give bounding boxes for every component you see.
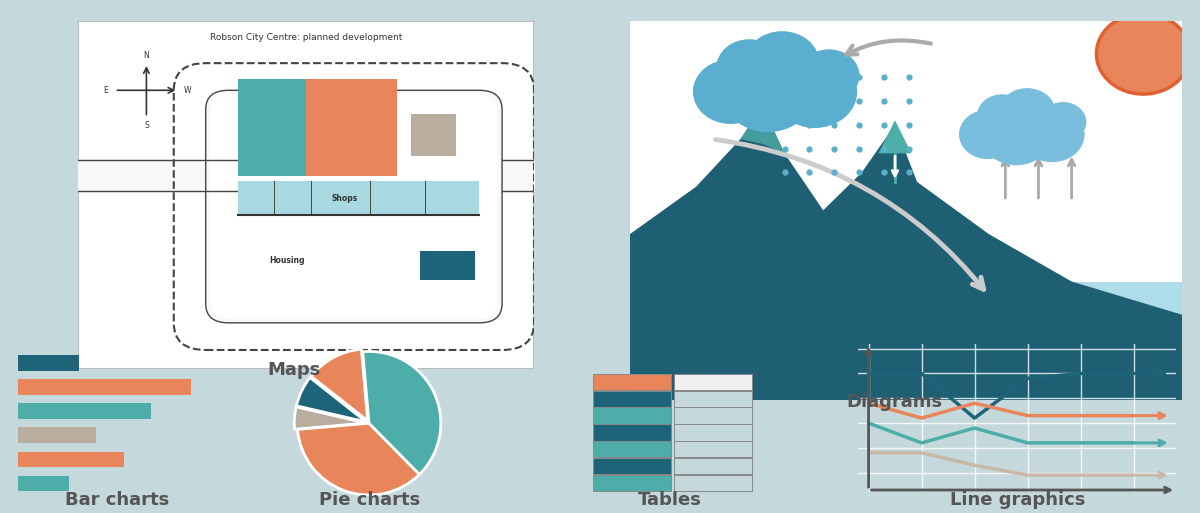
Bar [18, 403, 151, 419]
Wedge shape [362, 351, 440, 475]
Text: Tables: Tables [637, 491, 702, 509]
Bar [593, 407, 671, 424]
Text: W: W [184, 86, 191, 95]
Circle shape [959, 110, 1016, 159]
Bar [593, 424, 671, 441]
Circle shape [773, 55, 857, 128]
Circle shape [744, 31, 820, 96]
Polygon shape [630, 106, 1182, 400]
Bar [674, 374, 752, 390]
Bar [238, 182, 479, 214]
Text: Housing: Housing [270, 256, 305, 265]
Circle shape [1020, 107, 1085, 162]
Bar [18, 355, 79, 371]
Text: Line graphics: Line graphics [950, 491, 1085, 509]
Bar [674, 441, 752, 458]
FancyBboxPatch shape [210, 94, 498, 319]
Circle shape [998, 88, 1056, 137]
Bar [961, 282, 1182, 400]
Polygon shape [878, 120, 912, 153]
Circle shape [716, 40, 782, 96]
Polygon shape [740, 106, 785, 153]
Bar [674, 458, 752, 475]
FancyBboxPatch shape [205, 90, 502, 323]
Bar [410, 113, 456, 156]
Bar [674, 390, 752, 407]
Bar [674, 424, 752, 441]
Circle shape [721, 51, 815, 132]
Bar [593, 458, 671, 475]
Wedge shape [296, 378, 366, 422]
Bar [306, 78, 397, 175]
Text: Diagrams: Diagrams [846, 393, 942, 411]
Bar [674, 475, 752, 491]
Bar [238, 78, 306, 175]
Wedge shape [294, 407, 366, 429]
Text: Robson City Centre: planned development: Robson City Centre: planned development [210, 33, 402, 43]
Text: E: E [103, 86, 108, 95]
Text: Pie charts: Pie charts [319, 491, 420, 509]
Wedge shape [311, 349, 367, 421]
Circle shape [692, 60, 768, 124]
Text: S: S [144, 121, 149, 130]
Bar [18, 379, 192, 395]
Bar [18, 427, 96, 443]
Text: Maps: Maps [268, 361, 320, 379]
Wedge shape [298, 423, 420, 495]
Bar [593, 441, 671, 458]
Bar [593, 390, 671, 407]
Bar [18, 476, 70, 491]
Circle shape [798, 49, 859, 102]
Text: Shops: Shops [331, 193, 358, 203]
Circle shape [980, 104, 1052, 165]
Circle shape [977, 94, 1027, 137]
Bar [18, 451, 124, 467]
Bar [593, 374, 671, 390]
Circle shape [1097, 13, 1190, 94]
Circle shape [1039, 102, 1086, 142]
Bar [593, 475, 671, 491]
Bar [420, 251, 475, 280]
Text: N: N [144, 51, 149, 60]
Bar [674, 407, 752, 424]
Text: Bar charts: Bar charts [66, 491, 169, 509]
